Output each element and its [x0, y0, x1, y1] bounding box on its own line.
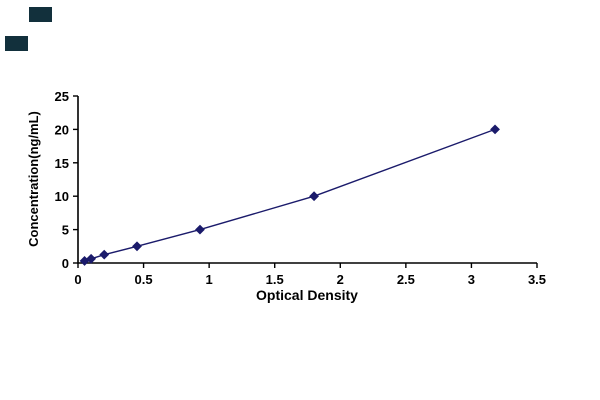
y-tick-label: 10 [55, 189, 69, 204]
series-line [84, 128, 496, 262]
x-tick-label: 1 [206, 272, 213, 287]
data-series [79, 124, 500, 266]
data-point-marker [195, 224, 205, 235]
axis-ticks [73, 95, 538, 268]
axis-lines [77, 96, 537, 264]
dark-square-decoration-left [5, 36, 28, 51]
x-axis-title: Optical Density [256, 287, 358, 303]
y-tick-label: 25 [55, 89, 69, 104]
y-axis-title: Concentration(ng/mL) [26, 111, 41, 247]
y-tick-label: 15 [55, 156, 69, 171]
data-point-marker [490, 124, 500, 135]
data-point-marker [309, 191, 319, 202]
axis-tick-labels: 0 0.5 1 1.5 2 2.5 3 3.5 0 5 10 15 20 25 [55, 89, 547, 287]
x-tick-label: 0 [74, 272, 81, 287]
x-tick-label: 3 [468, 272, 475, 287]
data-point-marker [86, 253, 97, 264]
x-tick-label: 0.5 [135, 272, 153, 287]
dark-square-decoration-top [29, 7, 52, 22]
x-tick-label: 2.5 [397, 272, 415, 287]
data-point-marker [132, 241, 142, 252]
y-tick-label: 5 [62, 223, 69, 238]
x-tick-label: 1.5 [266, 272, 284, 287]
x-tick-label: 3.5 [528, 272, 546, 287]
y-tick-label: 0 [62, 256, 69, 271]
data-point-marker [99, 249, 110, 260]
y-tick-label: 20 [55, 122, 69, 137]
x-tick-label: 2 [337, 272, 344, 287]
